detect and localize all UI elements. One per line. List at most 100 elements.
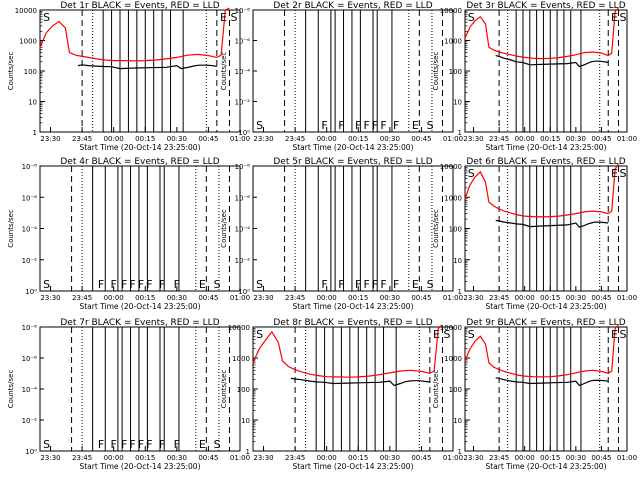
event-marker-f: F [372,119,378,132]
x-tick-label: 01:00 [230,135,250,143]
x-tick-label: 00:30 [380,135,400,143]
series-line-lld [464,324,619,378]
event-marker-f: F [159,438,165,451]
panel-det-5: Det 5r BLACK = Events, RED = LLD 10⁰ 10⁻² 1… [220,157,463,311]
x-tick-label: 00:00 [515,135,535,143]
event-marker-f: F [174,438,180,451]
x-tick-label: 00:00 [317,135,337,143]
event-marker-f: F [146,438,152,451]
x-tick-label: 01:00 [617,135,637,143]
event-marker-s: S [256,278,263,291]
x-tick-label: 23:30 [253,294,273,302]
y-tick-label: 10⁻⁶ [235,194,251,202]
x-tick-label: 23:45 [489,294,509,302]
x-tick-label: 00:15 [540,135,560,143]
panel-det-9: Det 9r BLACK = Events, RED = LLD 1 10 100 10… [432,318,637,471]
y-tick-label: 10000 [440,324,462,332]
event-marker-s: S [214,278,221,291]
event-marker-f: F [159,278,165,291]
event-marker-f: F [146,278,152,291]
y-tick-label: 1 [33,129,37,137]
y-tick-label: 10000 [440,163,462,171]
panel-title: Det 1r BLACK = Events, RED = LLD [60,1,219,11]
y-tick-label: 10000 [15,7,37,15]
y-tick-label: 1000 [232,355,250,363]
event-marker-f: F [321,278,327,291]
x-tick-label: 01:00 [230,294,250,302]
x-tick-label: 01:00 [617,454,637,462]
x-tick-label: 00:15 [135,454,155,462]
y-tick-label: 10⁻² [22,257,38,265]
x-tick-label: 23:30 [40,294,60,302]
y-tick-label: 1000 [444,194,462,202]
series-line-events [290,377,430,387]
event-marker-f: F [321,119,327,132]
event-marker-e: E [433,328,440,341]
event-marker-f: F [110,278,116,291]
event-marker-e: E [611,167,618,180]
y-tick-label: 10⁻² [22,417,38,425]
event-marker-s: S [230,11,237,24]
panel-det-3: Det 3r BLACK = Events, RED = LLD 1 10 100 10… [432,1,637,152]
y-tick-label: 10 [28,99,37,107]
y-tick-label: 10⁻⁸ [235,7,251,15]
y-tick-label: 10⁻⁴ [22,226,38,234]
x-axis-label: Start Time (20-Oct-14 23:25:00) [292,143,413,152]
x-tick-label: 23:30 [463,454,483,462]
event-marker-f: F [121,438,127,451]
x-tick-label: 00:00 [104,294,124,302]
x-tick-label: 00:00 [515,454,535,462]
x-tick-label: 23:45 [72,454,92,462]
event-marker-s: S [256,328,263,341]
event-marker-s: S [43,438,50,451]
x-tick-label: 01:00 [230,454,250,462]
x-tick-label: 01:00 [443,454,463,462]
x-tick-label: 23:45 [489,135,509,143]
event-marker-f: F [138,438,144,451]
event-marker-f: F [380,278,386,291]
panel-det-1: Det 1r BLACK = Events, RED = LLD 1 10 100 10… [7,1,250,152]
y-tick-label: 100 [237,386,250,394]
y-tick-label: 10000 [440,7,462,15]
x-tick-label: 00:45 [591,454,611,462]
event-marker-e: E [412,119,419,132]
panel-title: Det 9r BLACK = Events, RED = LLD [466,318,625,328]
panel-title: Det 6r BLACK = Events, RED = LLD [466,157,625,167]
x-tick-label: 01:00 [617,294,637,302]
x-tick-label: 23:30 [253,454,273,462]
x-tick-label: 23:30 [253,135,273,143]
y-tick-label: 10⁻⁸ [22,163,38,171]
event-marker-s: S [468,11,475,24]
event-marker-f: F [380,119,386,132]
event-marker-s: S [256,119,263,132]
panel-title: Det 3r BLACK = Events, RED = LLD [466,1,625,11]
x-tick-label: 00:30 [566,135,586,143]
event-marker-s: S [43,278,50,291]
panel-det-7: Det 7r BLACK = Events, RED = LLD 10⁰ 10⁻² 1… [7,318,250,471]
x-axis-label: Start Time (20-Oct-14 23:25:00) [485,302,606,311]
event-marker-f: F [338,119,344,132]
y-axis-label: Counts/sec [220,209,228,248]
x-tick-label: 00:30 [167,135,187,143]
y-tick-label: 10 [453,417,462,425]
y-tick-label: 10⁰ [238,129,250,137]
x-tick-label: 00:15 [135,135,155,143]
series-line-events [495,377,609,387]
event-marker-f: F [138,278,144,291]
x-tick-label: 00:30 [167,454,187,462]
x-tick-label: 00:15 [348,454,368,462]
event-marker-f: F [355,119,361,132]
x-tick-label: 00:00 [104,135,124,143]
event-marker-s: S [427,278,434,291]
x-tick-label: 00:15 [135,294,155,302]
y-tick-label: 100 [449,386,462,394]
x-tick-label: 00:45 [411,135,431,143]
x-tick-label: 23:30 [40,454,60,462]
y-axis-label: Counts/sec [7,209,15,248]
y-tick-label: 10⁻² [235,99,251,107]
y-axis-label: Counts/sec [432,370,440,409]
x-tick-label: 00:45 [198,135,218,143]
event-marker-e: E [611,328,618,341]
